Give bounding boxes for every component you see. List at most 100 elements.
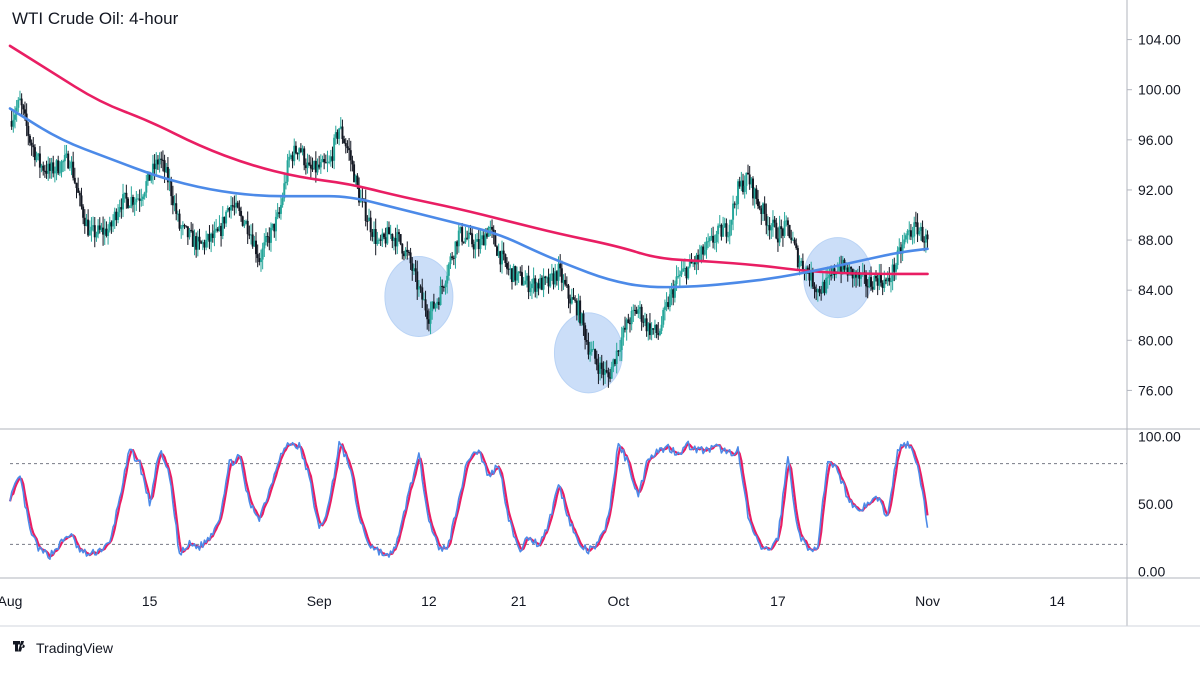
candle-body	[70, 161, 73, 168]
candle-body	[339, 126, 342, 129]
candle-body	[821, 281, 824, 294]
candle-body	[552, 273, 555, 285]
candle-body	[319, 162, 322, 168]
candle-body	[371, 232, 374, 237]
candle-body	[742, 180, 745, 192]
candle-body	[283, 183, 286, 199]
candle-body	[752, 178, 755, 199]
candle-body	[486, 233, 489, 237]
candle-body	[391, 234, 394, 241]
candle-body	[441, 285, 444, 288]
candle-body	[535, 283, 538, 292]
candle-body	[88, 230, 91, 236]
price-tick-label: 88.00	[1138, 232, 1173, 248]
candle-body	[452, 258, 455, 260]
candle-body	[188, 229, 191, 238]
candle-body	[366, 221, 369, 223]
candle-body	[723, 223, 726, 228]
candle-body	[264, 235, 267, 243]
candle-body	[261, 248, 264, 260]
candle-body	[138, 198, 141, 201]
candles	[10, 90, 929, 388]
candle-body	[186, 226, 189, 238]
candle-body	[127, 198, 130, 208]
candle-body	[575, 300, 578, 316]
candle-body	[43, 170, 46, 172]
candle-body	[633, 309, 636, 311]
candle-body	[838, 266, 841, 271]
candle-body	[810, 270, 813, 281]
candle-body	[321, 159, 324, 163]
candle-body	[153, 163, 156, 170]
candle-body	[426, 310, 429, 320]
ma-fast-line	[8, 107, 929, 289]
candle-body	[687, 266, 690, 279]
candle-body	[424, 299, 427, 311]
candle-body	[732, 203, 735, 220]
candle-body	[248, 234, 251, 236]
candle-body	[148, 171, 151, 181]
candle-body	[67, 153, 70, 169]
candle-body	[374, 229, 377, 244]
candle-body	[213, 230, 216, 238]
time-tick-label: 21	[511, 593, 527, 609]
candle-body	[447, 264, 450, 276]
candle-body	[544, 276, 547, 279]
candle-body	[648, 323, 651, 336]
candle-body	[201, 242, 204, 244]
candle-body	[13, 114, 16, 120]
candle-body	[652, 328, 655, 330]
candle-body	[908, 230, 911, 232]
candle-body	[499, 251, 502, 265]
candle-body	[387, 227, 390, 235]
candle-body	[505, 263, 508, 269]
candle-body	[632, 309, 635, 311]
candle-body	[50, 162, 53, 171]
candle-body	[590, 349, 593, 352]
candle-body	[55, 160, 58, 171]
candle-body	[241, 216, 244, 226]
candle-body	[524, 280, 527, 285]
tradingview-logo[interactable]: TradingView	[12, 640, 113, 656]
candle-body	[289, 155, 292, 157]
candle-body	[643, 318, 646, 323]
candle-body	[316, 164, 319, 173]
candle-body	[477, 239, 480, 250]
candle-body	[517, 271, 520, 274]
candle-body	[434, 304, 437, 309]
candle-body	[344, 143, 347, 147]
candle-body	[364, 200, 367, 222]
candle-body	[376, 240, 379, 244]
candle-body	[718, 224, 721, 226]
candle-body	[466, 237, 469, 239]
candle-body	[798, 262, 801, 268]
candle-body	[296, 152, 299, 155]
candle-body	[358, 185, 361, 203]
candle-body	[595, 358, 598, 365]
candle-body	[369, 217, 372, 233]
candle-body	[165, 166, 168, 173]
candle-body	[77, 188, 80, 193]
candle-body	[429, 311, 432, 324]
candle-body	[808, 272, 811, 281]
oscillator-panel[interactable]	[8, 440, 1127, 560]
candle-body	[65, 153, 68, 156]
candle-body	[421, 287, 424, 300]
candle-body	[379, 239, 382, 241]
candle-body	[223, 216, 226, 224]
candle-body	[818, 289, 821, 293]
candle-body	[155, 159, 158, 170]
candle-body	[100, 227, 103, 230]
candle-body	[195, 236, 198, 250]
candle-body	[42, 165, 45, 171]
candle-body	[231, 205, 234, 207]
candle-body	[494, 234, 497, 247]
candle-body	[58, 172, 61, 174]
candle-body	[444, 283, 447, 288]
candle-body	[515, 273, 518, 281]
price-tick-label: 80.00	[1138, 332, 1173, 348]
candle-body	[509, 268, 512, 270]
candle-body	[208, 233, 211, 242]
candle-body	[785, 220, 788, 222]
